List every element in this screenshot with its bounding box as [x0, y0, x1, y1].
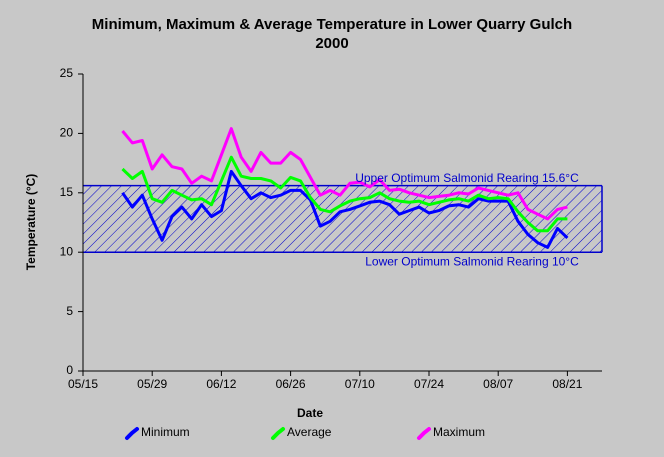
chart-subtitle: 2000	[315, 35, 348, 52]
x-tick-label: 08/07	[483, 377, 513, 391]
y-tick-label: 20	[60, 126, 74, 140]
y-tick-label: 5	[66, 304, 73, 318]
series-line	[121, 127, 568, 221]
legend-swatch	[271, 427, 285, 440]
x-tick-label: 06/12	[206, 377, 236, 391]
legend-label: Average	[287, 425, 332, 439]
x-tick-label: 05/29	[137, 377, 167, 391]
x-tick-label: 07/10	[345, 377, 375, 391]
y-tick-label: 15	[60, 185, 74, 199]
legend-label: Minimum	[141, 425, 190, 439]
x-tick-label: 05/15	[68, 377, 98, 391]
y-tick-label: 10	[60, 244, 74, 258]
y-axis-title: Temperature (°C)	[24, 174, 38, 271]
reference-label: Lower Optimum Salmonid Rearing 10°C	[365, 254, 579, 268]
legend-label: Maximum	[433, 425, 485, 439]
legend-swatch	[417, 427, 431, 440]
x-tick-label: 06/26	[276, 377, 306, 391]
x-axis-title: Date	[297, 406, 323, 420]
chart-title: Minimum, Maximum & Average Temperature i…	[92, 16, 572, 33]
series-line	[121, 169, 569, 249]
y-tick-label: 0	[66, 363, 73, 377]
y-tick-label: 25	[60, 66, 74, 80]
reference-label: Upper Optimum Salmonid Rearing 15.6°C	[355, 171, 579, 185]
x-tick-label: 07/24	[414, 377, 444, 391]
legend-swatch	[125, 427, 139, 440]
series-line	[121, 155, 568, 233]
x-tick-label: 08/21	[552, 377, 582, 391]
